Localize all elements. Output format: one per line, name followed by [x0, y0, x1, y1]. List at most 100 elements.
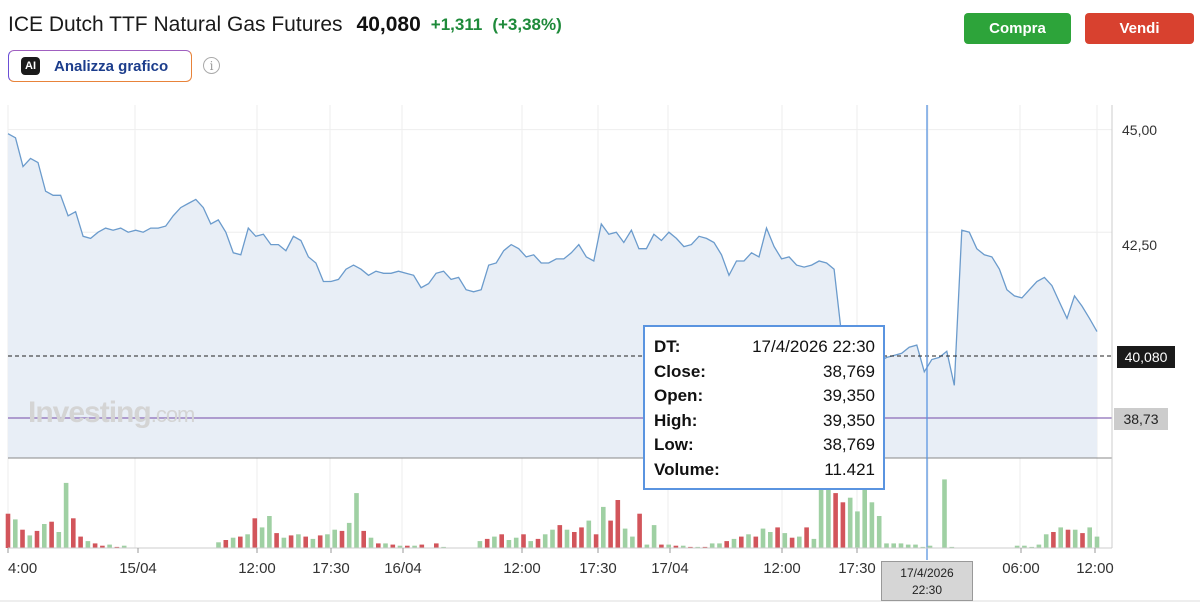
volume-bar: [768, 532, 773, 548]
volume-bar: [310, 538, 316, 548]
volume-bar: [513, 537, 519, 548]
volume-bar: [572, 532, 577, 548]
sell-button[interactable]: Vendi: [1085, 13, 1194, 44]
last-price: 40,080: [356, 13, 421, 36]
volume-bar: [325, 534, 330, 548]
volume-bar: [688, 546, 693, 548]
volume-bar: [245, 534, 250, 548]
volume-bar: [361, 530, 366, 548]
volume-bar: [550, 529, 555, 548]
volume-bar: [528, 541, 533, 548]
volume-bar: [339, 530, 345, 548]
volume-bar: [1051, 532, 1056, 548]
volume-bar: [659, 544, 664, 548]
volume-bar: [615, 500, 621, 548]
volume-bar: [695, 546, 700, 548]
volume-bar: [717, 543, 722, 548]
crosshair-time-label: 17/4/2026 22:30: [881, 561, 973, 601]
volume-bar: [20, 529, 25, 548]
volume-bar: [753, 536, 759, 548]
volume-bar: [230, 537, 236, 548]
volume-bar: [593, 534, 599, 548]
volume-bar: [782, 533, 788, 548]
volume-bar: [441, 546, 446, 548]
volume-bar: [412, 545, 417, 548]
volume-bar: [346, 522, 352, 548]
time-tick-label: 12:00: [763, 560, 801, 577]
instrument-name: ICE Dutch TTF Natural Gas Futures: [8, 13, 343, 36]
time-tick-label: 17:30: [838, 560, 876, 577]
volume-bar: [651, 525, 657, 548]
time-tick-label: 17:30: [312, 560, 350, 577]
volume-bar: [1043, 534, 1049, 548]
volume-bar: [78, 536, 83, 548]
price-tick-label: 42,50: [1122, 237, 1157, 253]
volume-bar: [216, 542, 221, 548]
tooltip-row-dt: DT: 17/4/2026 22:30: [654, 337, 875, 356]
price-change: +1,311: [430, 15, 483, 34]
time-tick-label: 12:00: [1076, 560, 1114, 577]
volume-bar: [535, 538, 541, 548]
volume-bar: [811, 538, 817, 548]
volume-bar: [622, 528, 628, 548]
volume-bar: [869, 502, 875, 548]
time-tick-label: 06:00: [1002, 560, 1040, 577]
volume-bar: [942, 479, 947, 548]
buy-button[interactable]: Compra: [964, 13, 1071, 44]
volume-bar: [724, 541, 729, 548]
volume-bar: [281, 537, 287, 548]
volume-bar: [564, 529, 570, 548]
volume-bar: [484, 538, 490, 548]
volume-bar: [274, 533, 279, 548]
volume-bar: [601, 506, 606, 548]
volume-bar: [5, 513, 11, 548]
volume-bar: [42, 524, 47, 548]
volume-bar: [317, 535, 323, 548]
time-tick-label: 17:30: [579, 560, 617, 577]
volume-bar: [303, 536, 308, 548]
volume-bar: [85, 541, 91, 548]
volume-bar: [296, 534, 301, 548]
volume-bar: [477, 541, 483, 548]
price-change-percent: (+3,38%): [492, 15, 562, 34]
volume-bar: [376, 543, 381, 548]
analyze-chart-button[interactable]: AI Analizza grafico: [8, 50, 192, 82]
volume-bar: [56, 532, 62, 548]
volume-bar: [797, 536, 802, 548]
volume-bar: [1029, 546, 1034, 548]
info-icon[interactable]: i: [203, 57, 220, 74]
volume-bar: [288, 535, 294, 548]
volume-bar: [354, 493, 359, 548]
volume-bar: [847, 497, 853, 548]
volume-bar: [673, 545, 679, 548]
volume-bar: [405, 545, 410, 548]
volume-bar: [680, 545, 686, 548]
volume-bar: [434, 543, 439, 548]
price-tick-label: 45,00: [1122, 122, 1157, 138]
tooltip-row-high: High: 39,350: [654, 410, 875, 430]
volume-bar: [1094, 536, 1100, 548]
volume-bar: [1080, 533, 1085, 548]
volume-bar: [100, 545, 105, 548]
volume-bar: [506, 540, 512, 548]
investing-watermark: Investing.com: [28, 396, 195, 429]
volume-bar: [920, 546, 926, 548]
volume-bar: [760, 528, 766, 548]
volume-bar: [862, 481, 867, 548]
volume-bar: [833, 493, 838, 548]
volume-bar: [27, 535, 33, 548]
volume-bar: [1058, 527, 1063, 548]
volume-bar: [499, 534, 504, 548]
time-tick-label: 4:00: [8, 560, 37, 577]
volume-bar: [397, 545, 403, 548]
volume-bar: [709, 543, 715, 548]
current-price-label: 40,080: [1117, 346, 1175, 368]
volume-bar: [267, 516, 272, 548]
volume-bar: [49, 521, 54, 548]
ai-chat-icon: AI: [21, 57, 40, 75]
volume-bar: [840, 502, 846, 548]
volume-bar: [898, 543, 904, 548]
volume-bar: [557, 525, 563, 548]
price-line: [7, 133, 1098, 386]
